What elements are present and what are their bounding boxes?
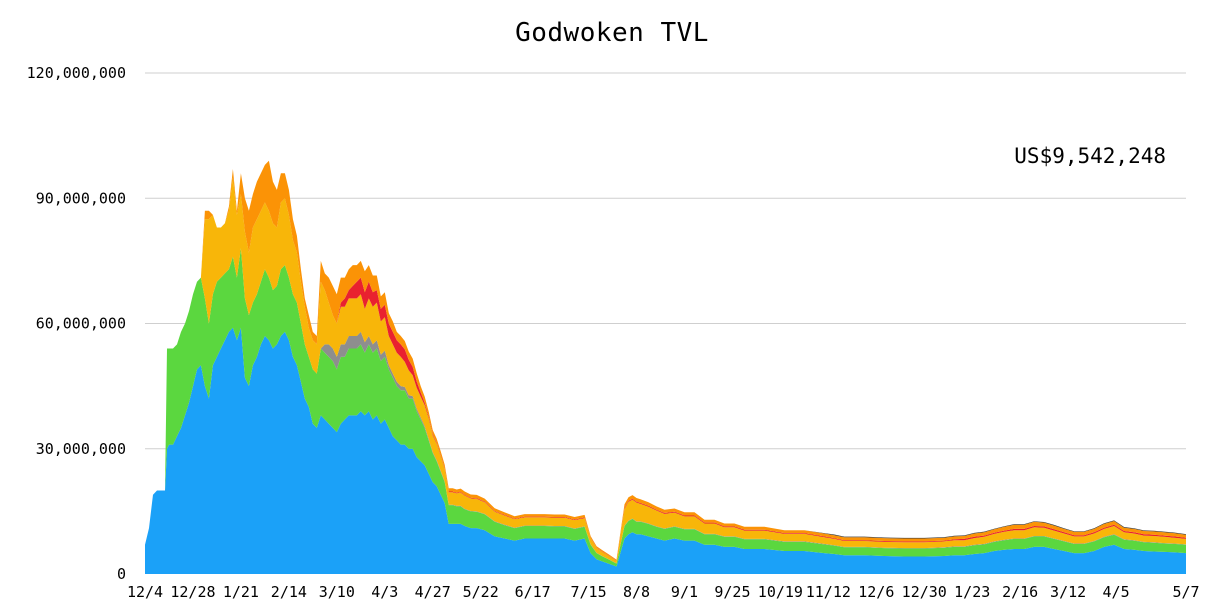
x-tick-label: 4/3 [371,583,398,601]
x-tick-label: 2/14 [271,583,307,601]
x-tick-label: 8/8 [623,583,650,601]
y-tick-label: 90,000,000 [36,189,126,207]
x-tick-label: 3/10 [319,583,355,601]
x-tick-label: 6/17 [515,583,551,601]
x-tick-label: 9/1 [671,583,698,601]
x-tick-label: 12/30 [902,583,947,601]
x-tick-label: 5/22 [463,583,499,601]
x-tick-label: 1/23 [954,583,990,601]
y-tick-label: 0 [117,565,126,583]
x-tick-label: 9/25 [714,583,750,601]
x-tick-label: 12/4 [127,583,163,601]
y-tick-label: 120,000,000 [27,64,126,82]
x-tick-label: 3/12 [1050,583,1086,601]
x-tick-label: 12/28 [170,583,215,601]
x-tick-label: 2/16 [1002,583,1038,601]
y-tick-label: 30,000,000 [36,440,126,458]
x-tick-label: 4/27 [415,583,451,601]
area-series-1 [145,327,1186,574]
x-tick-label: 7/15 [571,583,607,601]
x-tick-label: 4/5 [1103,583,1130,601]
x-tick-label: 5/7 [1172,583,1199,601]
headline-value: US$9,542,248 [1014,144,1166,168]
chart-title: Godwoken TVL [515,18,709,48]
area-series-2 [145,248,1186,567]
x-tick-label: 1/21 [223,583,259,601]
x-tick-label: 11/12 [806,583,851,601]
x-tick-label: 12/6 [858,583,894,601]
x-tick-label: 10/19 [758,583,803,601]
y-tick-label: 60,000,000 [36,315,126,333]
